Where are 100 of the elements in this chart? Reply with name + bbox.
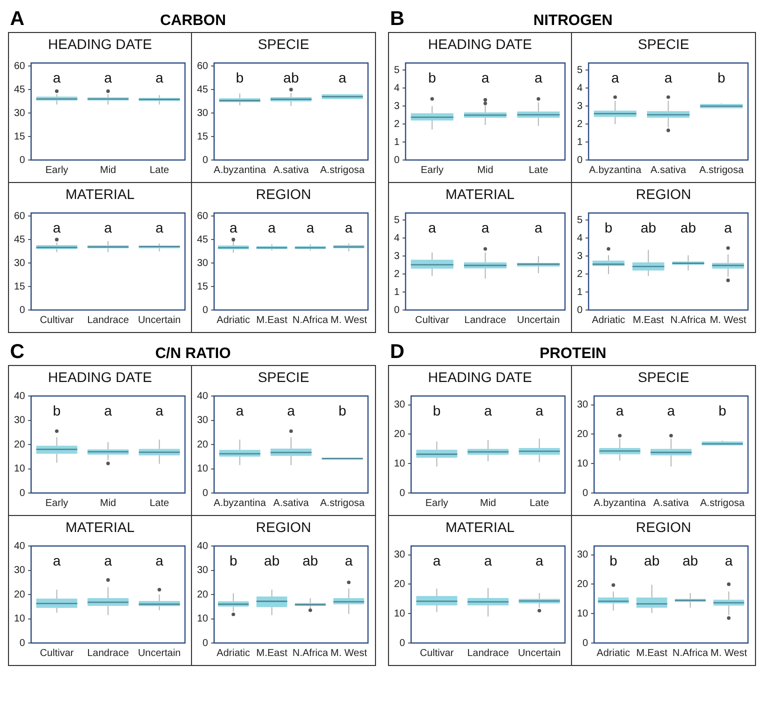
y-tick-label: 20 xyxy=(394,578,406,590)
y-tick-label: 30 xyxy=(14,415,26,426)
y-tick-label: 0 xyxy=(20,154,26,166)
x-tick-label: Landrace xyxy=(464,314,507,326)
annotation: b xyxy=(609,552,618,568)
x-tick-label: N.Africa xyxy=(292,314,329,326)
annotation: b xyxy=(229,552,238,568)
annotation: a xyxy=(52,219,61,236)
x-tick-label: Cultivar xyxy=(40,314,74,326)
y-tick-label: 5 xyxy=(577,214,583,226)
annotation: b xyxy=(604,219,613,236)
y-tick-label: 45 xyxy=(197,234,209,246)
x-tick-label: A.byzantina xyxy=(214,164,266,176)
annotation: b xyxy=(718,69,726,86)
text: CARBON xyxy=(160,12,226,29)
y-tick-label: 0 xyxy=(582,638,589,649)
annotation: b xyxy=(52,402,61,418)
annotation: b xyxy=(338,402,346,418)
y-tick-label: 30 xyxy=(197,108,209,119)
annotation: a xyxy=(535,402,544,418)
x-tick-label: Uncertain xyxy=(517,314,560,326)
annotation: a xyxy=(611,69,620,86)
x-tick-label: Cultivar xyxy=(40,648,74,659)
y-tick-label: 4 xyxy=(577,232,583,244)
x-tick-label: A.byzantina xyxy=(214,498,266,509)
text: C/N RATIO xyxy=(155,345,231,362)
x-tick-label: Uncertain xyxy=(138,648,181,659)
y-tick-label: 4 xyxy=(577,82,583,94)
x-tick-label: Landrace xyxy=(87,314,130,326)
y-tick-label: 10 xyxy=(197,464,209,474)
x-tick-label: Adriatic xyxy=(216,648,250,659)
y-tick-label: 20 xyxy=(197,439,209,450)
y-tick-label: 20 xyxy=(577,428,589,440)
y-tick-label: 1 xyxy=(577,136,583,148)
chart-title: REGION xyxy=(634,519,692,537)
annotation: a xyxy=(484,402,492,418)
annotation: a xyxy=(428,219,436,236)
chart-title: SPECIE xyxy=(636,36,690,54)
x-tick-label: N.Africa xyxy=(292,648,329,659)
annotation: a xyxy=(664,69,672,86)
chart-title: HEADING DATE xyxy=(427,36,533,54)
y-tick-label: 5 xyxy=(394,64,400,76)
annotation: a xyxy=(52,552,61,568)
y-tick-label: 5 xyxy=(577,64,583,76)
chart-title: MATERIAL xyxy=(444,186,516,204)
y-tick-label: 30 xyxy=(14,565,26,576)
annotation: a xyxy=(344,219,353,236)
y-tick-label: 60 xyxy=(197,60,209,72)
annotation: ab xyxy=(680,219,696,236)
text: A xyxy=(10,8,24,31)
annotation: a xyxy=(236,402,244,418)
y-tick-label: 4 xyxy=(394,82,400,94)
y-tick-label: 30 xyxy=(394,550,406,561)
x-tick-label: M.East xyxy=(256,648,288,659)
y-tick-label: 15 xyxy=(197,131,209,142)
x-tick-label: M.East xyxy=(636,648,668,659)
chart-title: REGION xyxy=(254,186,312,204)
x-tick-label: A.byzantina xyxy=(594,498,646,509)
x-tick-label: A.byzantina xyxy=(589,164,642,176)
y-tick-label: 0 xyxy=(400,638,406,649)
y-tick-label: 20 xyxy=(197,589,209,600)
y-tick-label: 40 xyxy=(14,540,26,552)
chart-title: REGION xyxy=(254,519,312,537)
y-tick-label: 20 xyxy=(394,428,406,440)
y-tick-label: 60 xyxy=(14,60,26,72)
annotation: a xyxy=(724,552,733,568)
annotation: ab xyxy=(283,69,300,86)
annotation: a xyxy=(155,219,164,236)
y-tick-label: 15 xyxy=(197,281,209,292)
y-tick-label: 20 xyxy=(577,578,589,590)
y-tick-label: 1 xyxy=(394,136,400,148)
text: C xyxy=(10,341,24,364)
x-tick-label: Early xyxy=(425,498,448,509)
annotation: a xyxy=(287,402,296,418)
x-tick-label: M.East xyxy=(256,314,288,326)
annotation: a xyxy=(104,402,112,418)
annotation: ab xyxy=(682,552,698,568)
text: B xyxy=(390,8,404,31)
annotation: a xyxy=(481,219,490,236)
annotation: ab xyxy=(302,552,318,568)
y-tick-label: 40 xyxy=(14,390,26,402)
x-tick-label: A.sativa xyxy=(653,498,690,509)
y-tick-label: 0 xyxy=(577,304,583,316)
y-tick-label: 30 xyxy=(197,415,209,426)
y-tick-label: 0 xyxy=(20,304,26,316)
y-tick-label: 10 xyxy=(14,614,26,624)
x-tick-label: M. West xyxy=(710,314,747,326)
chart-title: HEADING DATE xyxy=(427,369,533,387)
annotation: a xyxy=(338,69,346,86)
annotation: a xyxy=(724,219,732,236)
annotation: a xyxy=(229,219,238,236)
chart-title: SPECIE xyxy=(256,36,310,54)
x-tick-label: M. West xyxy=(330,648,368,659)
y-tick-label: 1 xyxy=(577,286,583,298)
y-tick-label: 40 xyxy=(197,540,209,552)
x-tick-label: Late xyxy=(528,164,549,176)
annotation: a xyxy=(616,402,624,418)
chart-title: SPECIE xyxy=(256,369,310,387)
annotation: a xyxy=(484,552,492,568)
x-tick-label: Late xyxy=(150,164,170,176)
